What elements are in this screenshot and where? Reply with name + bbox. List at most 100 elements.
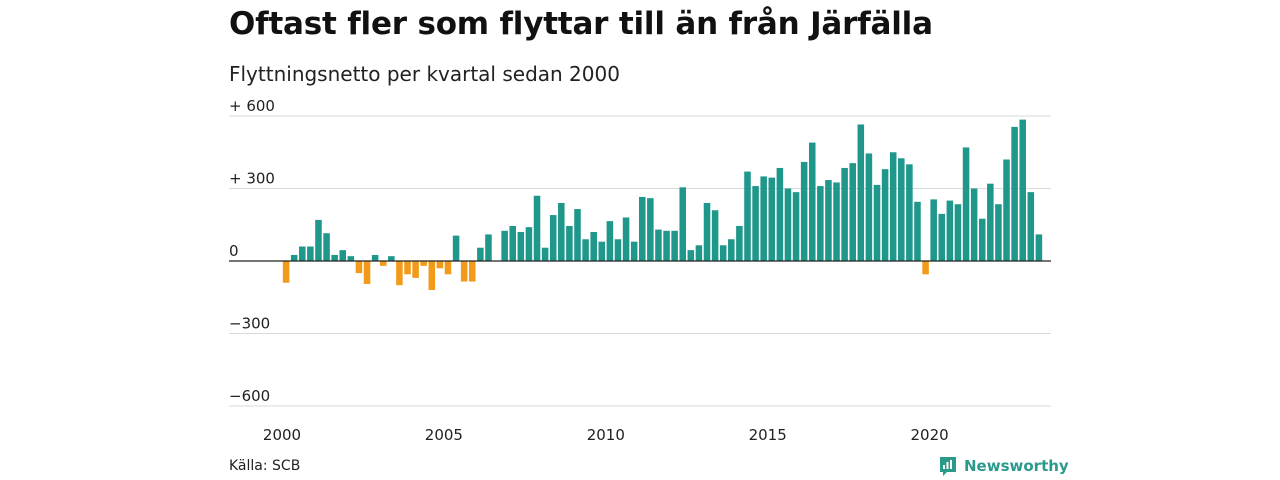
bar: [517, 232, 525, 261]
bar: [695, 245, 703, 261]
grid-lines: [229, 115, 1051, 407]
brand[interactable]: Newsworthy: [938, 455, 1069, 477]
bar: [388, 256, 395, 261]
y-tick-label: −600: [229, 387, 270, 405]
bar: [501, 230, 508, 261]
bar: [1003, 159, 1010, 261]
x-tick-label: 2000: [263, 426, 301, 444]
bar: [363, 261, 371, 284]
bar: [671, 230, 678, 261]
brand-name: Newsworthy: [964, 457, 1069, 475]
y-tick-label: 0: [229, 242, 239, 260]
bar: [800, 161, 808, 261]
x-tick-label: 2005: [425, 426, 463, 444]
bar: [817, 186, 824, 261]
bar-chart: + 600 + 300 0 −300 −600 2000 2005 2010 2015 2020: [229, 97, 1051, 444]
bar: [833, 182, 840, 261]
bar: [881, 169, 889, 261]
bar: [436, 261, 444, 269]
bar: [719, 245, 727, 261]
bar: [598, 241, 606, 261]
bar: [541, 247, 549, 261]
bar: [638, 196, 646, 261]
newsworthy-logo-icon: [940, 457, 956, 476]
bar: [898, 158, 905, 261]
source-label: Källa: SCB: [229, 458, 301, 474]
bar: [582, 239, 589, 261]
bar: [954, 204, 962, 261]
bar: [873, 184, 881, 262]
chart-title: Oftast fler som flyttar till än från Jär…: [229, 6, 933, 42]
bar: [703, 203, 711, 261]
bar: [412, 261, 419, 278]
bar: [776, 167, 784, 261]
bar: [995, 204, 1002, 261]
bar: [355, 261, 363, 274]
bar: [970, 188, 978, 261]
bar: [938, 213, 946, 262]
bar: [323, 233, 330, 261]
bar: [906, 164, 913, 261]
bar: [687, 250, 695, 262]
bar: [655, 229, 662, 261]
x-tick-label: 2010: [587, 426, 625, 444]
x-tick-label: 2015: [749, 426, 787, 444]
bar: [525, 227, 533, 261]
bar: [728, 239, 735, 261]
bar: [315, 219, 322, 261]
bar: [549, 215, 557, 261]
bar: [1027, 192, 1035, 262]
y-tick-label: + 600: [229, 97, 275, 115]
bar: [752, 186, 759, 261]
bar: [606, 221, 614, 262]
bar: [711, 210, 719, 261]
bar: [444, 261, 452, 275]
bar: [1019, 119, 1026, 262]
x-tick-label: 2020: [911, 426, 949, 444]
bar: [371, 254, 379, 261]
bar: [841, 167, 848, 261]
y-tick-label: + 300: [229, 170, 275, 188]
bar: [946, 200, 954, 261]
bar: [784, 188, 792, 261]
bar: [485, 234, 492, 261]
bar: [614, 239, 622, 261]
bar: [679, 187, 686, 261]
bar: [566, 225, 573, 261]
bar: [647, 198, 654, 261]
bar: [299, 246, 306, 261]
bar: [849, 163, 856, 262]
bar: [469, 261, 476, 282]
bar: [307, 246, 314, 261]
y-tick-label: −300: [229, 315, 270, 333]
bar: [331, 254, 338, 261]
bar: [428, 261, 436, 290]
bar: [857, 124, 865, 262]
bar: [978, 218, 986, 261]
bar: [760, 176, 767, 261]
bar: [396, 261, 403, 286]
bar: [347, 256, 355, 261]
bar: [477, 247, 484, 261]
bar: [622, 217, 630, 261]
bar: [404, 261, 411, 275]
bar: [1011, 126, 1018, 262]
bar: [339, 250, 347, 262]
bar: [768, 177, 776, 262]
y-axis-labels: + 600 + 300 0 −300 −600: [229, 97, 275, 405]
bar: [987, 183, 994, 261]
bar: [792, 192, 800, 262]
bar: [922, 261, 929, 275]
bar: [533, 195, 541, 261]
bar: [420, 261, 427, 266]
bar: [736, 225, 743, 261]
bar: [808, 142, 816, 261]
bar: [574, 209, 581, 261]
bar: [290, 254, 298, 261]
bar: [663, 230, 670, 261]
bar: [914, 201, 921, 261]
bar: [509, 225, 517, 261]
bar: [962, 147, 970, 261]
bar: [744, 171, 751, 261]
bar: [558, 203, 565, 261]
